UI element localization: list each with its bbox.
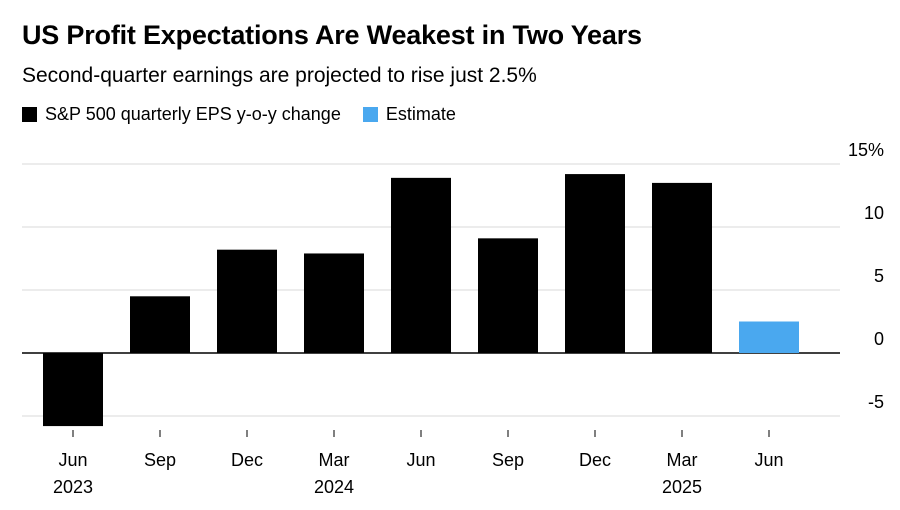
bar (43, 353, 103, 427)
chart-subtitle: Second-quarter earnings are projected to… (22, 64, 537, 87)
legend-item-estimate: Estimate (362, 104, 456, 125)
bar (217, 249, 277, 353)
estimate-bar (739, 321, 799, 353)
y-tick-label: -5 (868, 392, 884, 412)
bar (391, 177, 451, 353)
y-tick-label: 10 (864, 203, 884, 223)
x-tick-label: Dec (231, 450, 263, 470)
legend-item-eps: S&P 500 quarterly EPS y-o-y change (22, 104, 341, 125)
y-tick-label: 5 (874, 266, 884, 286)
x-year-label: 2024 (314, 477, 354, 497)
bar (130, 296, 190, 353)
x-tick-label: Jun (754, 450, 783, 470)
y-tick-label: 15% (848, 140, 884, 160)
legend-label-eps: S&P 500 quarterly EPS y-o-y change (45, 104, 341, 124)
bar (652, 182, 712, 353)
x-tick-label: Sep (492, 450, 524, 470)
y-tick-label: 0 (874, 329, 884, 349)
x-tick-label: Sep (144, 450, 176, 470)
legend-label-estimate: Estimate (385, 104, 456, 124)
x-tick-label: Mar (667, 450, 698, 470)
x-year-label: 2025 (662, 477, 702, 497)
x-tick-label: Jun (58, 450, 87, 470)
x-tick-label: Dec (579, 450, 611, 470)
x-year-label: 2023 (53, 477, 93, 497)
x-tick-label: Jun (406, 450, 435, 470)
legend-swatch-eps (22, 107, 37, 122)
bar (565, 174, 625, 353)
x-tick-label: Mar (319, 450, 350, 470)
legend-swatch-estimate (362, 107, 378, 122)
legend: S&P 500 quarterly EPS y-o-y change Estim… (22, 104, 478, 125)
chart-title: US Profit Expectations Are Weakest in Tw… (22, 20, 642, 50)
bar (304, 253, 364, 353)
bar (478, 238, 538, 353)
